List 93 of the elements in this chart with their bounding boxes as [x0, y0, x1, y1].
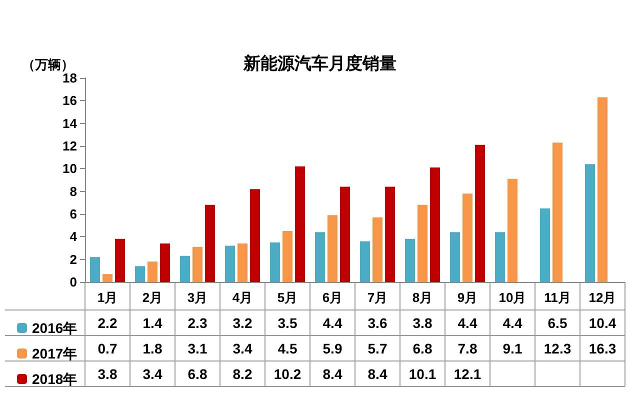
data-label: 1.4 — [142, 314, 162, 331]
x-tick-label: 4月 — [232, 290, 253, 305]
data-label: 6.5 — [548, 314, 568, 331]
legend-label: 2017年 — [32, 346, 78, 362]
y-tick-label: 10 — [62, 161, 77, 176]
chart-title: 新能源汽车月度销量 — [242, 54, 396, 73]
x-tick-label: 1月 — [97, 290, 118, 305]
bar — [475, 144, 485, 282]
data-label: 10.4 — [588, 314, 616, 331]
bar — [250, 189, 260, 282]
y-tick-label: 18 — [62, 70, 77, 86]
x-tick-label: 7月 — [367, 290, 388, 305]
y-axis-title: （万辆） — [22, 57, 74, 72]
data-label: 3.5 — [278, 314, 298, 331]
x-tick-label: 5月 — [277, 290, 298, 305]
bar — [225, 246, 235, 282]
data-label: 16.3 — [588, 340, 616, 356]
data-label: 0.7 — [98, 340, 118, 356]
legend-label: 2016年 — [32, 320, 78, 336]
bar — [295, 166, 305, 282]
bar — [135, 266, 145, 282]
data-label: 8.4 — [322, 366, 342, 382]
bar — [270, 242, 280, 282]
y-tick-label: 16 — [62, 93, 77, 108]
legend-label: 2018年 — [32, 371, 78, 387]
bar — [115, 238, 125, 282]
data-label: 4.5 — [278, 340, 298, 356]
bar — [385, 186, 395, 282]
bar — [405, 238, 415, 282]
y-tick-label: 8 — [70, 184, 77, 199]
bar — [192, 246, 202, 282]
data-label: 10.1 — [408, 366, 436, 382]
data-label: 3.6 — [368, 314, 388, 331]
data-label: 5.7 — [368, 340, 388, 356]
y-tick-label: 12 — [62, 138, 77, 154]
data-label: 8.4 — [368, 366, 388, 382]
bar — [180, 256, 190, 282]
x-tick-label: 3月 — [187, 290, 208, 305]
data-label: 2.2 — [98, 314, 118, 331]
x-tick-label: 9月 — [457, 290, 478, 305]
data-label: 12.3 — [544, 340, 572, 356]
x-tick-label: 12月 — [588, 290, 616, 305]
data-label: 3.8 — [412, 314, 432, 331]
bar — [462, 194, 472, 282]
data-label: 2.3 — [188, 314, 208, 331]
bar — [160, 243, 170, 282]
data-label: 10.2 — [274, 366, 302, 382]
bar — [238, 243, 248, 282]
data-label: 3.2 — [232, 314, 252, 331]
x-tick-label: 2月 — [142, 290, 163, 305]
y-tick-label: 2 — [70, 252, 77, 267]
bar — [495, 232, 505, 282]
bar — [90, 257, 100, 282]
data-label: 4.4 — [458, 314, 478, 331]
bar — [372, 217, 382, 282]
bar — [418, 204, 428, 282]
data-label: 4.4 — [502, 314, 522, 331]
data-label: 1.8 — [142, 340, 162, 356]
data-label: 12.1 — [454, 366, 482, 382]
data-label: 7.8 — [458, 340, 478, 356]
data-label: 3.4 — [142, 366, 162, 382]
bar — [360, 241, 370, 282]
data-label: 3.8 — [98, 366, 118, 382]
x-tick-label: 6月 — [322, 290, 343, 305]
data-label: 3.4 — [232, 340, 252, 356]
bar — [540, 208, 550, 282]
data-label: 4.4 — [322, 314, 342, 331]
bar — [282, 231, 292, 282]
data-label: 9.1 — [502, 340, 522, 356]
bar — [328, 215, 338, 282]
y-tick-label: 6 — [70, 206, 77, 222]
bar — [585, 164, 595, 282]
y-tick-label: 4 — [70, 229, 78, 244]
bar — [315, 232, 325, 282]
y-tick-label: 0 — [70, 274, 77, 290]
bar — [450, 232, 460, 282]
x-tick-label: 11月 — [544, 290, 571, 305]
bar — [598, 97, 608, 282]
data-label: 3.1 — [188, 340, 208, 356]
data-label: 8.2 — [232, 366, 252, 382]
x-tick-label: 8月 — [412, 290, 433, 305]
bar — [102, 274, 112, 282]
data-label: 5.9 — [322, 340, 342, 356]
data-label: 6.8 — [412, 340, 432, 356]
bar — [340, 186, 350, 282]
bar — [205, 204, 215, 282]
bar — [552, 142, 562, 282]
bar — [148, 262, 158, 282]
data-label: 6.8 — [188, 366, 208, 382]
x-tick-label: 10月 — [498, 290, 526, 305]
bar — [508, 178, 518, 282]
bar — [430, 168, 440, 282]
y-tick-label: 14 — [62, 116, 78, 131]
